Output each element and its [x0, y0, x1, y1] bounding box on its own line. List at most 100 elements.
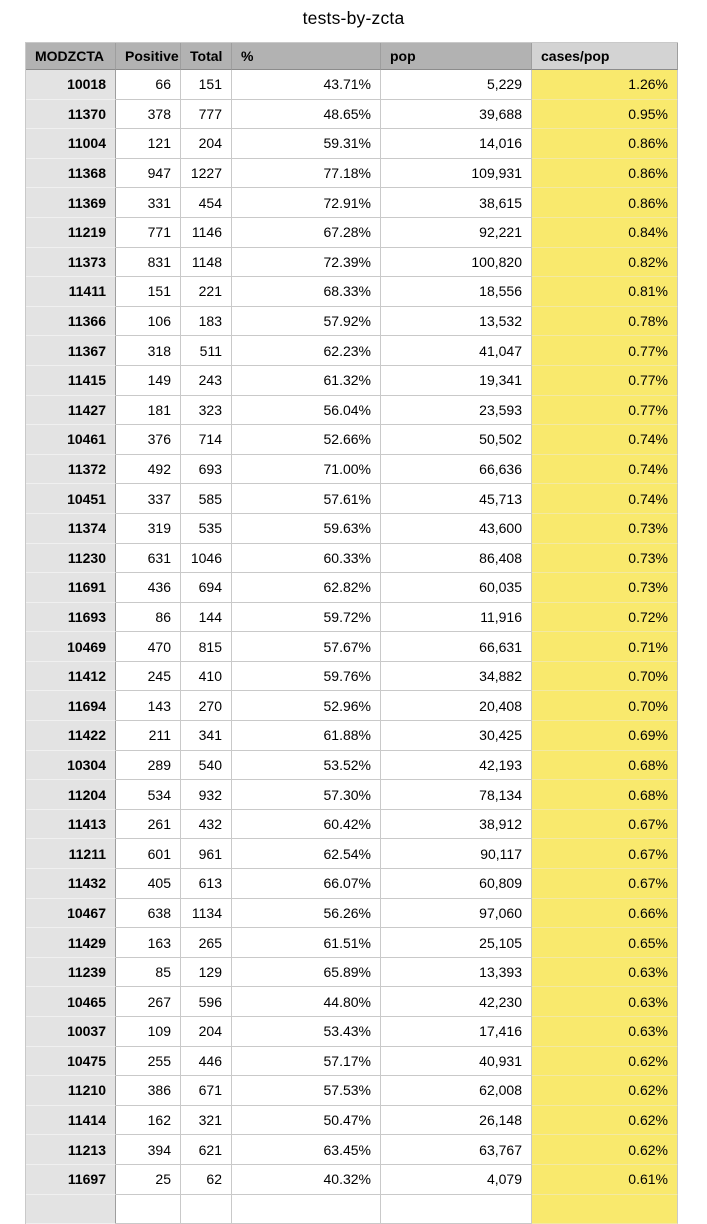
- page-title: tests-by-zcta: [302, 8, 405, 28]
- table-row: 11412 245 410 59.76% 34,882 0.70%: [26, 661, 678, 692]
- cell-positive: 534: [116, 780, 181, 810]
- cell-pop: 26,148: [381, 1105, 532, 1136]
- cell-total: 323: [181, 395, 232, 426]
- cell-positive: 492: [116, 454, 181, 485]
- cell-positive: 149: [116, 365, 181, 396]
- cell-total: 671: [181, 1076, 232, 1106]
- table-row: 11004 121 204 59.31% 14,016 0.86%: [26, 129, 678, 159]
- cell-total: 144: [181, 602, 232, 633]
- cell-total: 585: [181, 484, 232, 514]
- table-row: 10467 638 1134 56.26% 97,060 0.66%: [26, 898, 678, 929]
- cell-cases_pop: 0.78%: [532, 306, 678, 337]
- cell-pct: 60.33%: [232, 543, 381, 574]
- table-row: 11697 25 62 40.32% 4,079 0.61%: [26, 1164, 678, 1195]
- cell-pct: 68.33%: [232, 277, 381, 307]
- cell-total: 1227: [181, 158, 232, 189]
- header-total: Total: [181, 43, 232, 70]
- header-positive: Positive: [116, 43, 181, 70]
- cell-modzcta: 11366: [26, 306, 116, 337]
- cell-pop: 13,532: [381, 306, 532, 337]
- cell-total: 446: [181, 1046, 232, 1077]
- cell-pct: 56.26%: [232, 898, 381, 929]
- cell-pct: 56.04%: [232, 395, 381, 426]
- cell-modzcta: 11697: [26, 1164, 116, 1195]
- cell-modzcta: 10467: [26, 898, 116, 929]
- cell-total: 1046: [181, 543, 232, 574]
- cell-cases_pop: 0.73%: [532, 573, 678, 603]
- cell-cases_pop: 0.69%: [532, 721, 678, 751]
- cell-pop: 60,035: [381, 573, 532, 603]
- cell-pop: 38,912: [381, 809, 532, 840]
- cell-pop: 100,820: [381, 247, 532, 278]
- cell-total: 243: [181, 365, 232, 396]
- cell-positive: 163: [116, 928, 181, 958]
- cell-pop: 13,393: [381, 957, 532, 988]
- table-row: 11366 106 183 57.92% 13,532 0.78%: [26, 306, 678, 337]
- cell-positive: 289: [116, 750, 181, 781]
- cell-cases_pop: 0.86%: [532, 129, 678, 159]
- cell-pct: 72.39%: [232, 247, 381, 278]
- cell-cases_pop: 0.68%: [532, 750, 678, 781]
- cell-pop: 40,931: [381, 1046, 532, 1077]
- cell-pct: 43.71%: [232, 70, 381, 100]
- cell-cases_pop: 0.71%: [532, 632, 678, 662]
- table-row: 11691 436 694 62.82% 60,035 0.73%: [26, 573, 678, 603]
- cell-positive: 318: [116, 336, 181, 366]
- cell-positive: 331: [116, 188, 181, 218]
- cell-modzcta: 11373: [26, 247, 116, 278]
- table-row: 11213 394 621 63.45% 63,767 0.62%: [26, 1135, 678, 1165]
- cell-modzcta: 11693: [26, 602, 116, 633]
- cell-positive: 405: [116, 869, 181, 899]
- cell-pop: 14,016: [381, 129, 532, 159]
- table-row: 11422 211 341 61.88% 30,425 0.69%: [26, 721, 678, 751]
- table-row: 11415 149 243 61.32% 19,341 0.77%: [26, 365, 678, 396]
- cell-cases_pop: 0.77%: [532, 336, 678, 366]
- table-header-row: MODZCTA Positive Total % pop cases/pop: [26, 43, 678, 70]
- table-row: 11427 181 323 56.04% 23,593 0.77%: [26, 395, 678, 426]
- cell-cases_pop: 0.68%: [532, 780, 678, 810]
- table-row: 10461 376 714 52.66% 50,502 0.74%: [26, 425, 678, 455]
- cell-pop: 50,502: [381, 425, 532, 455]
- cell-modzcta: [26, 1194, 116, 1224]
- cell-cases_pop: 0.95%: [532, 99, 678, 130]
- cell-pct: 53.43%: [232, 1017, 381, 1047]
- cell-pop: 34,882: [381, 661, 532, 692]
- cell-pct: 62.82%: [232, 573, 381, 603]
- header-pop: pop: [381, 43, 532, 70]
- cell-total: 204: [181, 1017, 232, 1047]
- table-row: 10465 267 596 44.80% 42,230 0.63%: [26, 987, 678, 1017]
- cell-positive: 394: [116, 1135, 181, 1165]
- cell-positive: 947: [116, 158, 181, 189]
- cell-total: 693: [181, 454, 232, 485]
- cell-total: 511: [181, 336, 232, 366]
- cell-modzcta: 11004: [26, 129, 116, 159]
- cell-total: 596: [181, 987, 232, 1017]
- cell-total: 270: [181, 691, 232, 722]
- cell-positive: 211: [116, 721, 181, 751]
- cell-pop: 39,688: [381, 99, 532, 130]
- cell-cases_pop: 0.81%: [532, 277, 678, 307]
- cell-modzcta: 11415: [26, 365, 116, 396]
- cell-pct: 72.91%: [232, 188, 381, 218]
- cell-modzcta: 11691: [26, 573, 116, 603]
- cell-cases_pop: 0.77%: [532, 395, 678, 426]
- cell-pop: 38,615: [381, 188, 532, 218]
- cell-pop: 78,134: [381, 780, 532, 810]
- cell-pct: 52.66%: [232, 425, 381, 455]
- cell-positive: 162: [116, 1105, 181, 1136]
- cell-modzcta: 11414: [26, 1105, 116, 1136]
- cell-pct: 77.18%: [232, 158, 381, 189]
- cell-positive: 771: [116, 217, 181, 248]
- cell-pct: 44.80%: [232, 987, 381, 1017]
- cell-cases_pop: 0.74%: [532, 454, 678, 485]
- cell-modzcta: 11427: [26, 395, 116, 426]
- cell-pct: 67.28%: [232, 217, 381, 248]
- cell-positive: 831: [116, 247, 181, 278]
- cell-cases_pop: 0.63%: [532, 1017, 678, 1047]
- cell-pct: 57.92%: [232, 306, 381, 337]
- cell-total: 410: [181, 661, 232, 692]
- header-modzcta: MODZCTA: [26, 43, 116, 70]
- table-row: 10018 66 151 43.71% 5,229 1.26%: [26, 70, 678, 100]
- cell-positive: 66: [116, 70, 181, 100]
- cell-total: 621: [181, 1135, 232, 1165]
